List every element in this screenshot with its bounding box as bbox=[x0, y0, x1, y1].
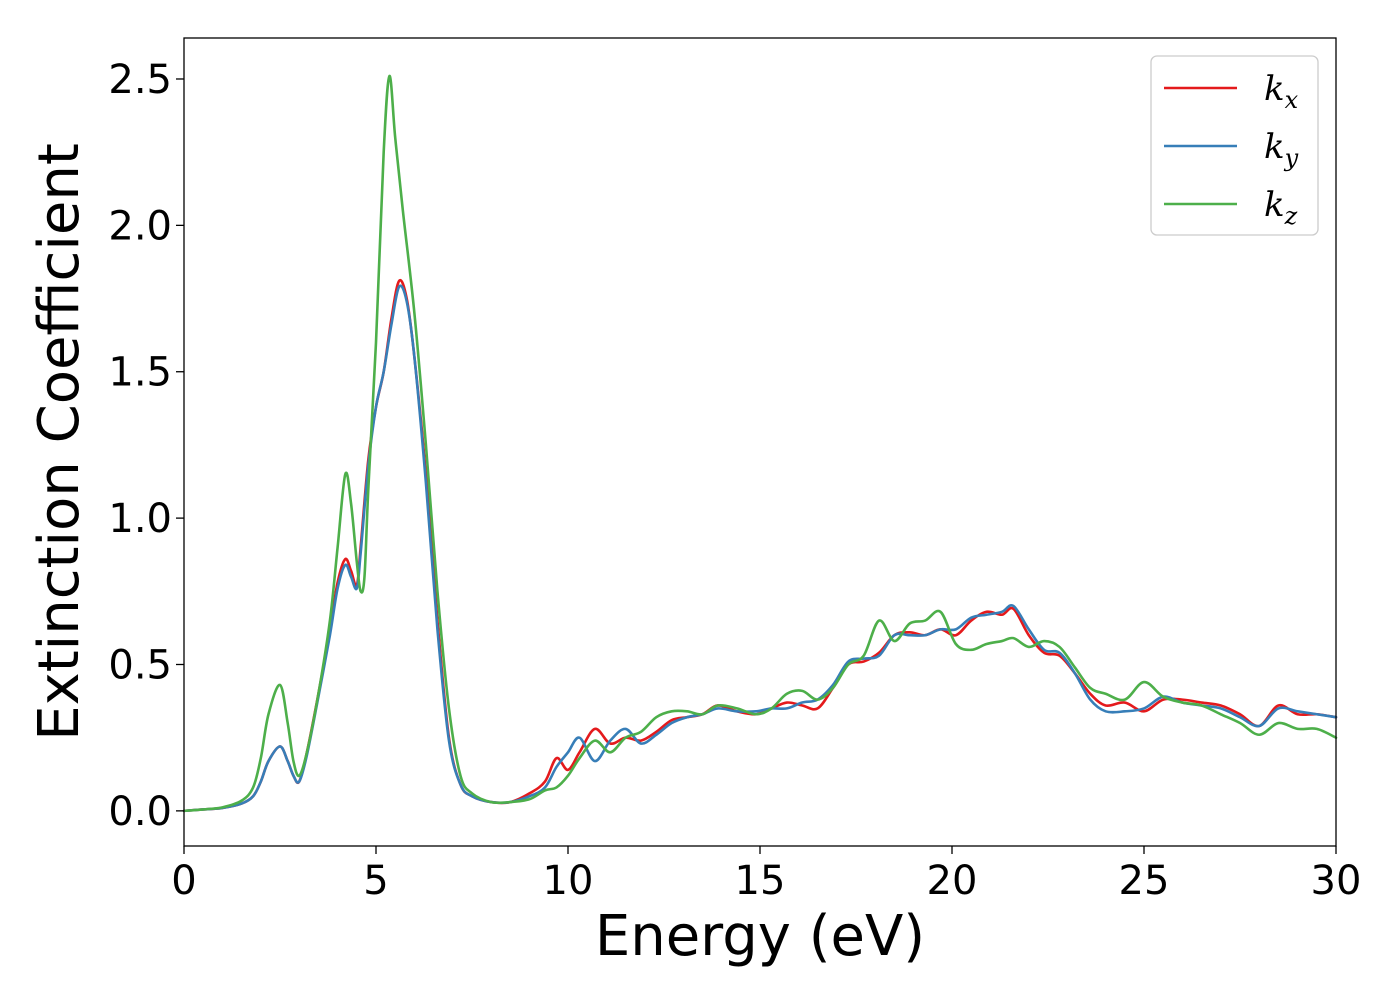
x-axis-label: Energy (eV) bbox=[595, 904, 925, 969]
y-tick-label: 0.5 bbox=[108, 642, 172, 688]
series-layer bbox=[182, 74, 1338, 813]
y-tick-label: 1.0 bbox=[108, 496, 172, 542]
x-tick-label: 20 bbox=[927, 858, 978, 904]
x-tick-label: 5 bbox=[363, 858, 388, 904]
x-tick-label: 10 bbox=[543, 858, 594, 904]
y-tick-label: 2.0 bbox=[108, 203, 172, 249]
x-tick-label: 30 bbox=[1311, 858, 1362, 904]
x-tick-label: 15 bbox=[735, 858, 786, 904]
legend-label-y: ky bbox=[1264, 127, 1299, 172]
y-tick-label: 0.0 bbox=[108, 789, 172, 835]
series-line-y bbox=[182, 284, 1338, 813]
legend-label-z: kz bbox=[1264, 185, 1298, 230]
legend-label-x: kx bbox=[1264, 69, 1299, 114]
legend: kx ky kz bbox=[1150, 55, 1319, 236]
y-tick-label: 2.5 bbox=[108, 57, 172, 103]
y-tick-label: 1.5 bbox=[108, 350, 172, 396]
y-axis-label: Extinction Coefficient bbox=[27, 143, 92, 741]
x-tick-label: 0 bbox=[171, 858, 196, 904]
series-line-z bbox=[182, 74, 1338, 813]
series-line-x bbox=[182, 278, 1338, 813]
ticks-layer: 0 5 10 15 20 25 30 0.0 0.5 1.0 1.5 2.0 2.5 bbox=[108, 57, 1361, 904]
x-tick-label: 25 bbox=[1119, 858, 1170, 904]
